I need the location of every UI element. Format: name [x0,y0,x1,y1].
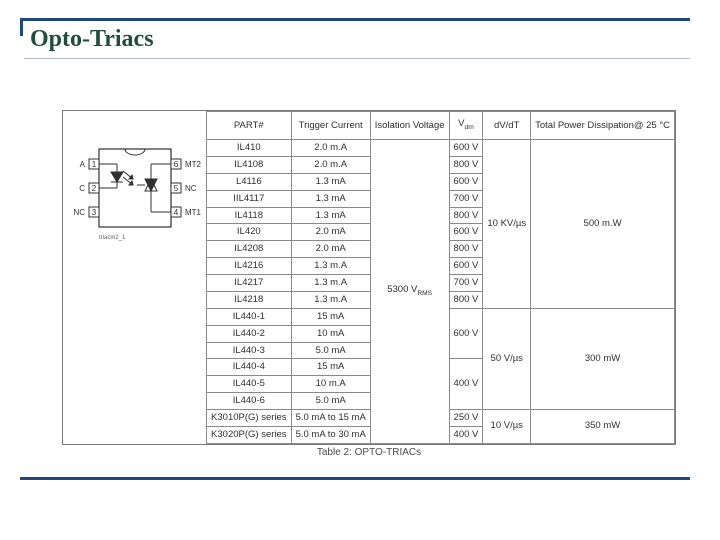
pin-2-num: 2 [91,184,96,193]
pin-4-lbl: MT1 [185,208,202,217]
pin-6-lbl: MT2 [185,160,202,169]
diagram-column: 1 A 2 C 3 NC 6 MT2 5 NC 4 [63,111,206,444]
header-row: PART# Trigger Current Isolation Voltage … [207,112,675,140]
bottom-rule [20,477,690,480]
pin-3-lbl: NC [73,208,85,217]
mid-rule [24,58,690,59]
col-power: Total Power Dissipation@ 25 °C [531,112,675,140]
col-part: PART# [207,112,292,140]
pin-1-num: 1 [91,160,96,169]
figure-block: 1 A 2 C 3 NC 6 MT2 5 NC 4 [62,110,676,458]
col-trigger: Trigger Current [291,112,370,140]
col-dvdt: dV/dT [483,112,531,140]
pin-2-lbl: C [79,184,85,193]
pin-6-num: 6 [173,160,178,169]
opto-triac-package-diagram: 1 A 2 C 3 NC 6 MT2 5 NC 4 [65,139,205,259]
pin-3-num: 3 [91,208,96,217]
outer-frame: 1 A 2 C 3 NC 6 MT2 5 NC 4 [62,110,676,445]
pin-5-num: 5 [173,184,178,193]
spec-body: IL4102.0 m.A5300 VRMS600 V10 KV/µs500 m.… [207,140,675,444]
pin-5-lbl: NC [185,184,197,193]
top-rule [20,18,690,21]
col-isolation: Isolation Voltage [370,112,449,140]
col-vdm: Vdm [449,112,483,140]
spec-table: PART# Trigger Current Isolation Voltage … [206,111,675,444]
table-row: IL4102.0 m.A5300 VRMS600 V10 KV/µs500 m.… [207,140,675,157]
pin-4-num: 4 [173,208,178,217]
page-title: Opto-Triacs [30,26,154,53]
diagram-footnote: triacm2_1 [99,235,126,241]
pin-1-lbl: A [79,160,85,169]
table-caption: Table 2: OPTO-TRIACs [62,447,676,458]
top-notch [20,18,23,36]
